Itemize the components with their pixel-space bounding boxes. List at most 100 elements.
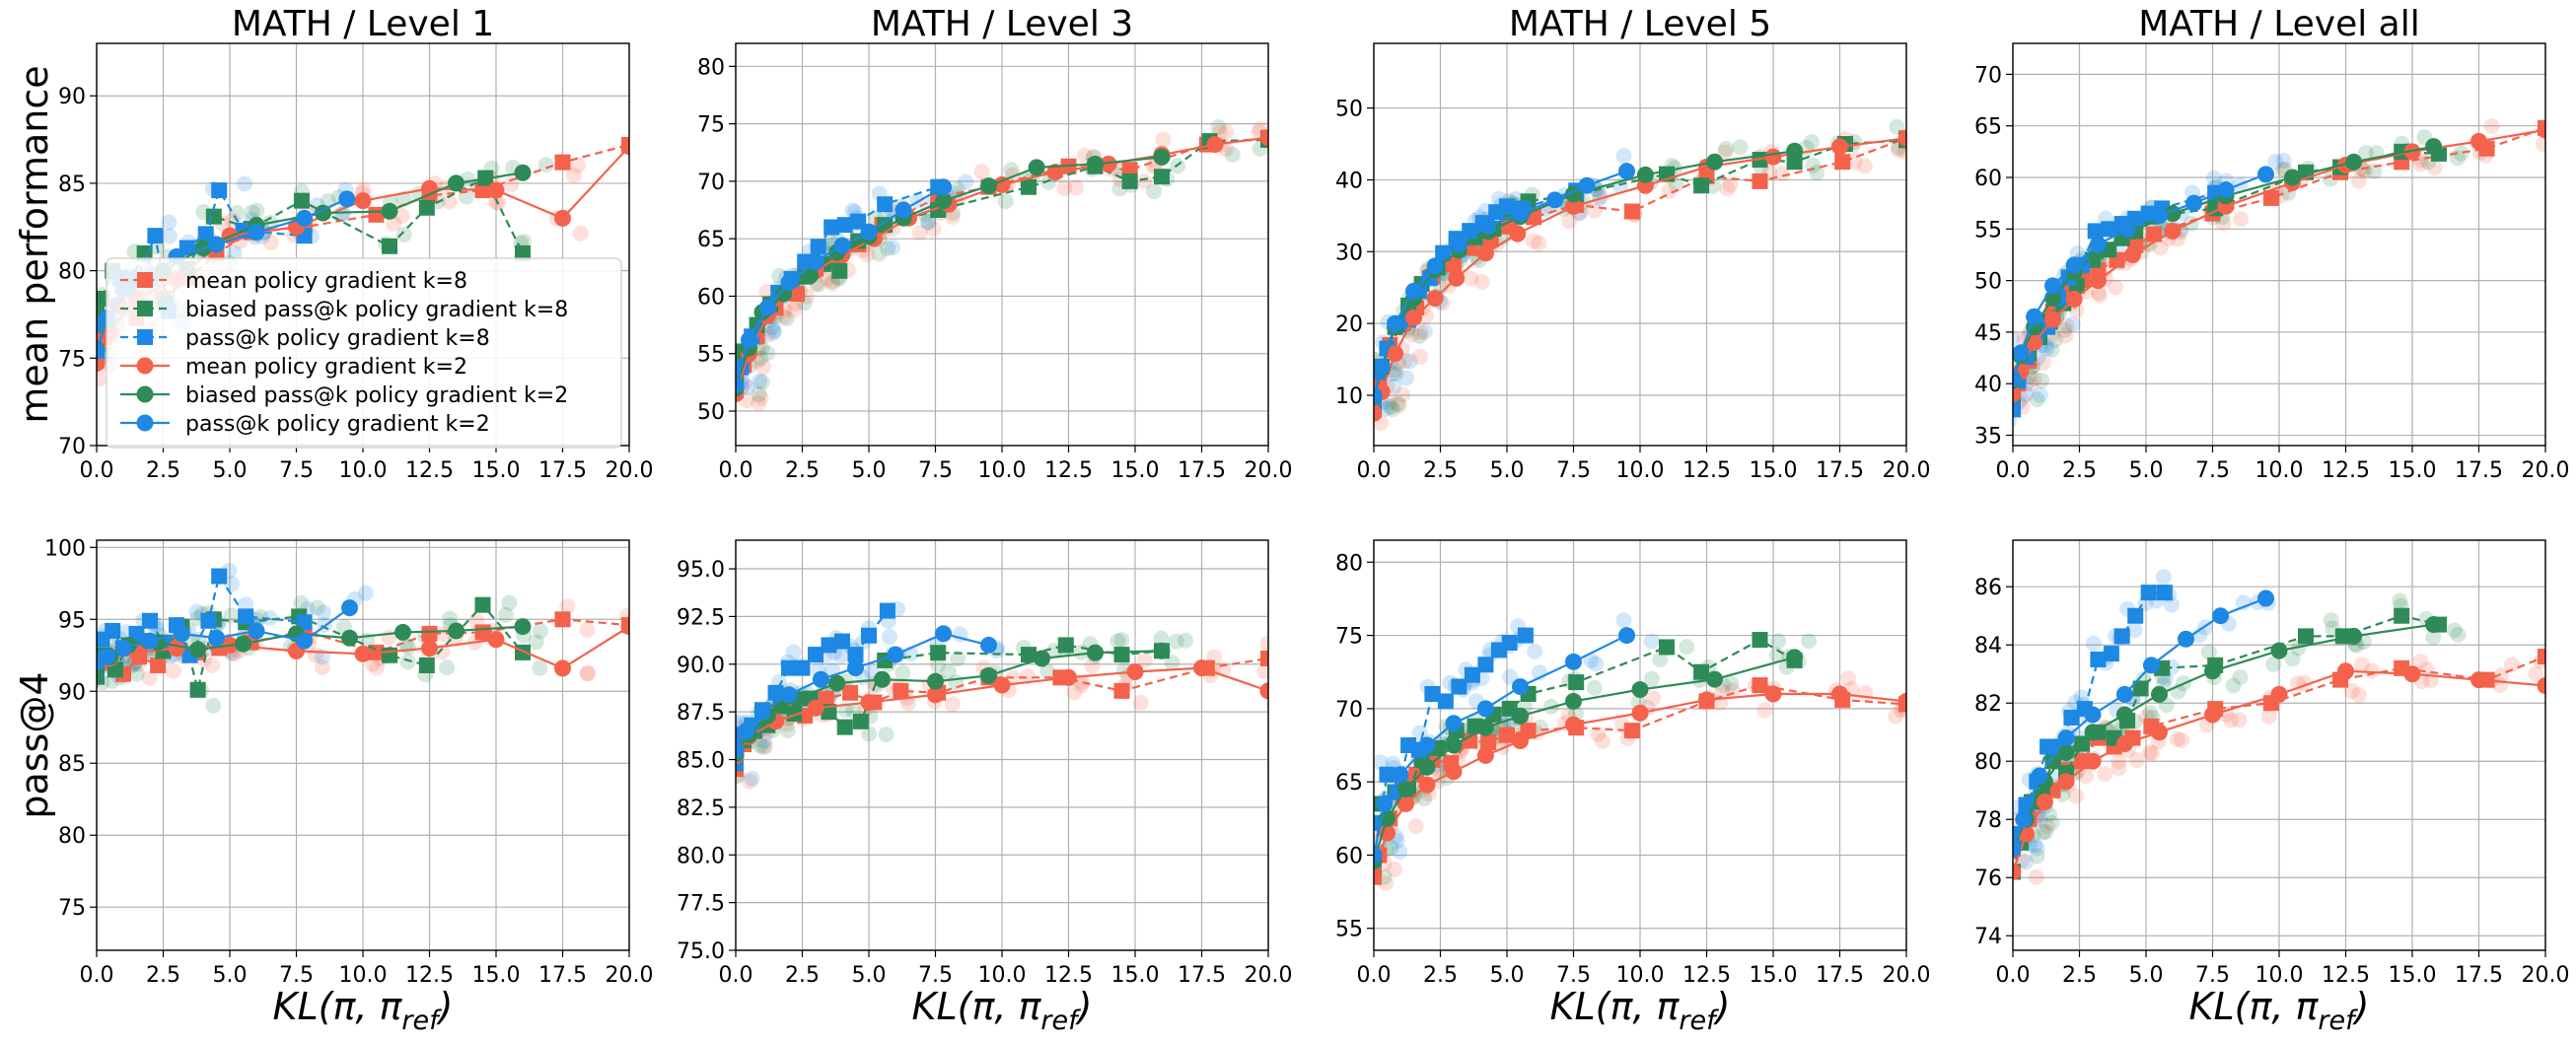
x-tick-label: 10.0 [2255,458,2304,483]
sample-point [757,738,774,755]
x-tick-label: 12.5 [405,458,454,483]
y-tick-label: 60 [1335,844,1363,868]
sample-point [2503,657,2520,673]
series-marker-circle [1706,153,1724,171]
series-marker-square [2146,226,2163,243]
sample-point [249,202,265,219]
sample-point [1259,635,1268,652]
series-marker-circle [1698,691,1715,709]
x-tick-label: 2.5 [2062,963,2097,988]
series-marker-circle [2270,685,2288,703]
sample-point [1532,719,1548,735]
series-marker-circle [1450,236,1467,253]
sample-point [1039,663,1056,680]
x-tick-label: 15.0 [1111,963,1160,988]
series-marker-circle [2084,724,2102,741]
series-marker-circle [2537,677,2545,695]
series-line [97,143,629,359]
series-marker-square [1113,647,1130,663]
series-marker-circle [173,625,190,643]
x-tick-label: 20.0 [606,963,654,988]
sample-point [940,662,957,679]
series-marker-circle [2118,220,2136,238]
sample-point [1718,140,1735,157]
series-marker-circle [1476,719,1494,736]
series-marker-square [1501,635,1518,651]
series-marker-circle [2089,236,2107,253]
sample-point [537,157,554,173]
sample-point [165,662,181,679]
y-tick-label: 70 [1974,63,2002,88]
sample-point [2035,355,2051,372]
sample-point [641,631,657,647]
series-marker-square [421,625,438,642]
sample-point [2260,708,2277,725]
x-tick-label: 5.0 [2129,963,2164,988]
series-marker-circle [1831,138,1848,156]
series-marker-circle [2204,662,2221,680]
series-marker-circle [2065,290,2083,308]
x-tick-label: 17.5 [1178,458,1226,483]
sample-point [2085,635,2102,652]
sample-point [751,385,767,402]
series-marker-circle [828,674,846,692]
series-marker-square [842,684,859,701]
sample-point [1643,670,1660,687]
sample-point [1416,323,1433,340]
x-tick-label: 0.0 [1357,963,1392,988]
series-marker-circle [2204,706,2221,724]
y-tick-label: 65 [1335,771,1363,796]
series-marker-circle [2178,630,2194,648]
sample-point [1857,685,1874,702]
sample-point [2350,686,2367,703]
series-marker-circle [1897,129,1906,147]
axes-frame [2012,539,2546,951]
sample-point [1155,131,1172,148]
panel-3: 0.0 2.5 5.0 7.5 10.0 12.5 15.0 17.5 20.0 10 20 30 40… [1335,4,1930,483]
series-marker-circle [1631,704,1649,722]
series-marker-circle [1426,290,1444,308]
y-tick-label: 78 [1974,808,2002,833]
series-marker-circle [1512,707,1529,725]
plot-area [1374,118,1906,432]
series-marker-circle [2257,166,2274,183]
sample-point [2034,373,2050,389]
series-marker-circle [1046,164,1064,181]
series-marker-square [1568,674,1585,691]
sample-point [1716,144,1733,161]
series-marker-circle [1060,668,1077,686]
sample-point [97,371,107,387]
y-tick-label: 70 [58,435,86,459]
series-marker-square [823,219,840,236]
series-marker-square [105,622,121,639]
series-marker-circle [1565,716,1582,733]
x-tick-label: 15.0 [1111,458,1160,483]
x-axis-label: KL(π, πref) [912,985,1093,1035]
sample-point [1374,754,1390,771]
series-marker-circle [2425,138,2443,156]
series-marker-circle [1418,758,1436,776]
series-marker-square [211,568,228,585]
series-marker-square [736,755,744,772]
series-marker-square [200,612,217,629]
sample-point [2450,626,2467,643]
series-marker-circle [1476,746,1494,764]
sample-point [637,135,653,151]
sample-point [569,157,586,173]
sample-point [759,345,776,362]
sample-point [487,193,504,210]
sample-point [1020,668,1037,685]
series-marker-square [1435,244,1452,261]
sample-point [579,664,596,681]
series-marker-circle [208,629,225,647]
sample-point [944,208,961,225]
series-marker-square [1021,178,1037,195]
series-marker-circle [189,641,207,659]
sample-point [1153,630,1170,647]
legend-entry: biased pass@k policy gradient k=8 [185,298,568,322]
series-marker-circle [1764,148,1782,166]
sample-point [742,773,758,790]
sample-point [1284,672,1300,688]
series-marker-square [818,690,834,707]
x-axis-label-main: KL(π, π [2189,985,2320,1028]
